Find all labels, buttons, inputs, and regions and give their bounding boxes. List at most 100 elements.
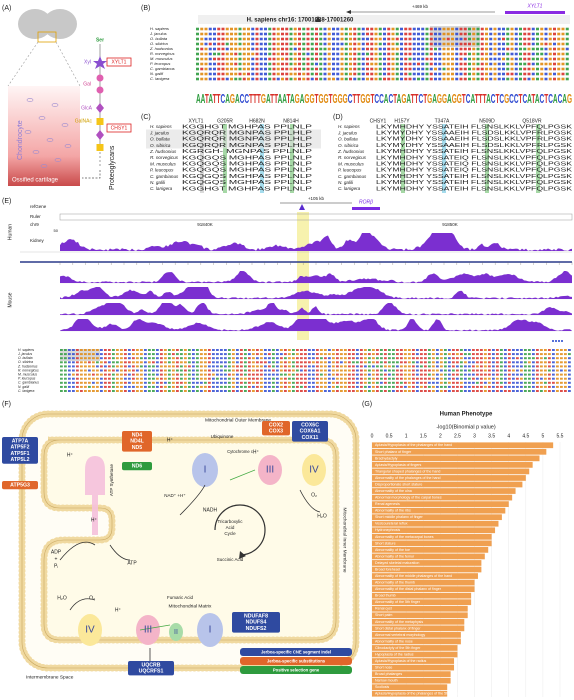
metabolite-label: O₂ [89,595,95,601]
sequence-cell [315,57,318,61]
sequence-cell [536,27,539,31]
sequence-cell [488,369,491,372]
sequence-cell [519,62,522,66]
sequence-cell [383,72,386,76]
sequence-cell [60,385,63,388]
sequence-cell [476,390,479,392]
sequence-cell [252,357,255,360]
sequence-cell [432,365,435,368]
sequence-cell [476,369,479,372]
sequence-cell [289,27,293,31]
sequence-cell [236,390,239,392]
sequence-cell [492,373,495,376]
sequence-cell [400,72,403,76]
sequence-cell [484,349,487,351]
sequence-cell [408,381,411,384]
sequence-cell [220,390,223,392]
sequence-cell [308,369,311,372]
sequence-cell [272,373,275,376]
sequence-cell [140,369,143,372]
sequence-cell [376,390,379,392]
sequence-cell [404,77,408,81]
sequence-cell [238,42,242,46]
sequence-cell [308,361,311,364]
sequence-cell [476,57,480,61]
sequence-cell [561,42,565,46]
sequence-cell [176,390,179,392]
gene-box [2,481,38,490]
sequence-cell [510,57,514,61]
sequence-cell [160,381,163,384]
sequence-cell [540,27,544,31]
sequence-cell [248,377,251,380]
sequence-cell [268,369,271,372]
sequence-cell [168,353,171,356]
species-label: O. sibirica [150,41,169,46]
sequence-cell [188,385,191,388]
sequence-cell [510,77,514,81]
sequence-cell [442,37,446,41]
sequence-cell [316,361,319,364]
sequence-cell [116,381,119,384]
sequence-cell [374,62,378,66]
sequence-cell [548,353,551,356]
sequence-cell [168,381,171,384]
sequence-cell [460,361,463,364]
sequence-cell [349,57,352,61]
sequence-cell [523,47,527,51]
sequence-cell [500,353,503,356]
sequence-cell [376,357,379,360]
sequence-cell [332,77,335,81]
sequence-cell [200,377,203,380]
sequence-cell [272,390,275,392]
x-tick-label: 5 [542,433,545,439]
column-header: H157Y [394,118,410,124]
sequence-cell [468,62,471,66]
sequence-cell [264,47,267,51]
sequence-cell [124,357,127,360]
sequence-cell [472,52,476,56]
coordinate-label: 91840K [197,222,213,227]
sequence-cell [144,385,147,388]
sequence-cell [156,365,159,368]
sequence-cell [361,42,365,46]
sequence-cell [200,27,204,31]
sequence-cell [391,57,395,61]
sequence-cell [357,32,361,36]
sequence-cell [140,357,143,360]
sequence-cell [361,52,365,56]
sequence-cell [383,67,386,71]
sequence-cell [225,47,229,51]
sequence-cell [172,390,175,392]
product-label: Proteoglycans [109,145,116,190]
sequence-cell [188,373,191,376]
sequence-cell [64,373,67,376]
bar-label: Abnormality of the metacarpal bones [375,535,434,539]
sequence-cell [442,52,446,56]
sequence-cell [368,381,371,384]
gene-label: ND4 [132,432,142,438]
sequence-cell [289,47,293,51]
sequence-cell [251,72,255,76]
sequence-cell [164,357,167,360]
gene-label: NDUFS4 [246,620,267,626]
sequence-cell [204,57,208,61]
sequence-cell [289,37,293,41]
sequence-cell [324,377,327,380]
sequence-cell [352,369,355,372]
sequence-cell [221,52,225,56]
sequence-cell [472,57,476,61]
sequence-cell [412,349,415,351]
sequence-cell [336,62,340,66]
sequence-cell [468,47,471,51]
sequence-cell [259,62,263,66]
sequence-cell [272,361,275,364]
sequence-cell [508,373,511,376]
sequence-cell [104,385,107,388]
sequence-cell [320,381,323,384]
sequence-cell [200,390,203,392]
sequence-cell [255,37,259,41]
sequence-cell [392,385,395,388]
sequence-cell [456,377,459,380]
sequence-cell [508,353,511,356]
